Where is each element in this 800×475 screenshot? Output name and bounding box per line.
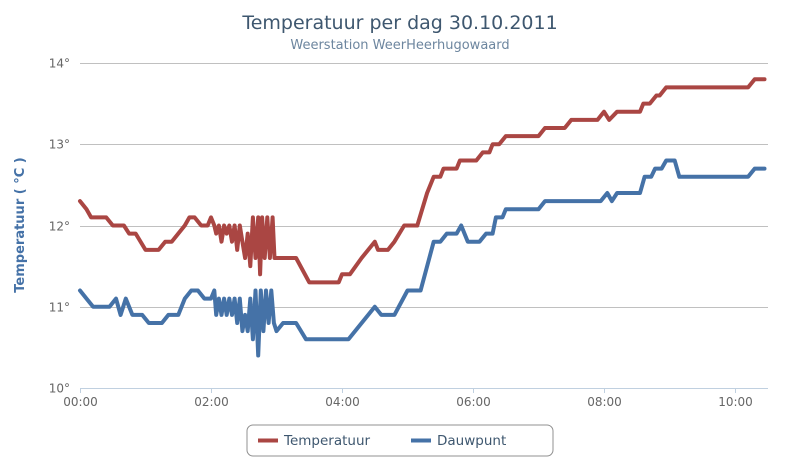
legend-item-dauwpunt[interactable]: Dauwpunt [411,433,506,449]
y-tick-label: 14° [49,57,70,71]
chart-title: Temperatuur per dag 30.10.2011 [241,12,557,34]
chart-subtitle: Weerstation WeerHeerhugowaard [290,38,509,53]
legend-label-dauwpunt: Dauwpunt [437,433,506,449]
x-tick-label: 06:00 [456,395,491,409]
legend-item-temperatuur[interactable]: Temperatuur [258,433,371,449]
y-tick-label: 12° [49,220,70,234]
x-tick-label: 00:00 [63,395,98,409]
legend-label-temperatuur: Temperatuur [283,433,371,449]
x-tick-label: 08:00 [587,395,622,409]
legend: Temperatuur Dauwpunt [246,424,554,457]
series-line-dauwpunt[interactable] [78,158,767,358]
y-tick-label: 13° [49,138,70,152]
x-tick-label: 10:00 [718,395,753,409]
y-tick-label: 10° [49,382,70,396]
legend-box [246,424,554,457]
series-line-temperatuur[interactable] [78,77,767,285]
x-tick-label: 02:00 [194,395,229,409]
series-lines [78,77,767,358]
y-tick-label: 11° [49,301,70,315]
y-axis-label: Temperatuur ( °C ) [13,157,28,292]
x-tick-label: 04:00 [325,395,360,409]
axes: 10° 11° 12° 13° 14° 00:00 02:00 04:00 06:00 08:00… [49,57,768,409]
